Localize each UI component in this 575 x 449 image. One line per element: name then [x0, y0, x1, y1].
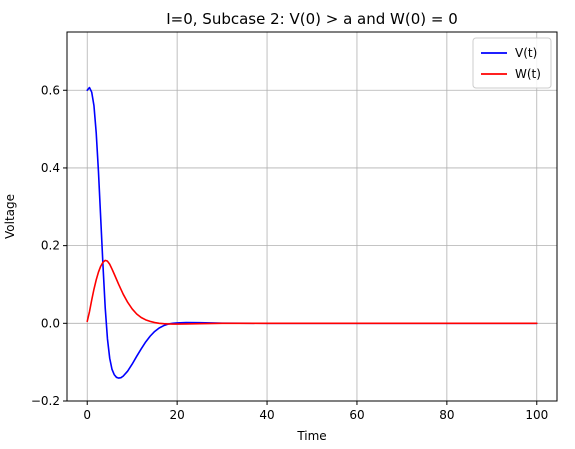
legend-label: V(t) [515, 46, 537, 60]
x-axis-label: Time [296, 429, 326, 443]
x-tick-label: 20 [169, 408, 184, 422]
x-tick-label: 100 [525, 408, 548, 422]
plot-frame [66, 31, 558, 402]
legend: V(t) W(t) [472, 37, 552, 89]
y-tick-label: 0.6 [41, 83, 60, 97]
legend-box [472, 37, 552, 89]
legend-label: W(t) [515, 67, 541, 81]
grid-lines [67, 32, 557, 402]
x-axis-ticks: 0 20 40 60 80 100 [83, 401, 548, 422]
series-line-w [86, 259, 538, 325]
x-tick-label: 40 [259, 408, 274, 422]
y-tick-label: 0.4 [41, 161, 60, 175]
y-axis-label: Voltage [3, 194, 17, 239]
series-line-v [86, 86, 538, 379]
y-axis-ticks: −0.2 0.0 0.2 0.4 0.6 [31, 83, 67, 408]
y-tick-label: −0.2 [31, 394, 60, 408]
x-tick-label: 0 [83, 408, 91, 422]
x-tick-label: 80 [439, 408, 454, 422]
y-tick-label: 0.2 [41, 239, 60, 253]
y-tick-label: 0.0 [41, 316, 60, 330]
x-tick-label: 60 [349, 408, 364, 422]
chart-title: I=0, Subcase 2: V(0) > a and W(0) = 0 [166, 10, 458, 28]
series-lines [86, 86, 538, 379]
